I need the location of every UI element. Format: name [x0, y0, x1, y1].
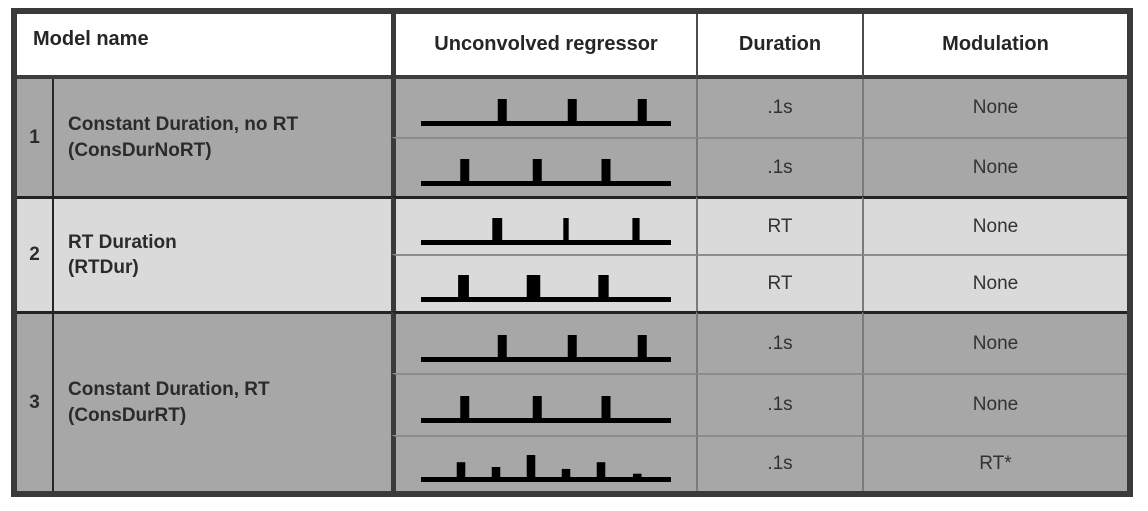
model-2-name-line1: RT Duration: [68, 231, 177, 253]
duration-value: .1s: [767, 453, 793, 474]
duration-value: .1s: [767, 394, 793, 415]
regressor-plot: [391, 196, 696, 254]
model-2-name: RT Duration (RTDur): [54, 196, 391, 311]
modulation-value: None: [972, 97, 1019, 118]
regressor-plot: [391, 254, 696, 311]
duration-cell: .1s: [696, 137, 862, 196]
model-2-number-label: 2: [29, 244, 40, 265]
duration-cell: .1s: [696, 373, 862, 435]
model-2-number: 2: [17, 196, 54, 311]
regressor-plot: [391, 311, 696, 373]
regressor-plot: [391, 435, 696, 491]
header-model-name: Model name: [17, 14, 391, 79]
modulation-value: RT*: [979, 453, 1012, 474]
model-2-name-text: RT Duration (RTDur): [68, 230, 177, 280]
header-duration-label: Duration: [738, 33, 822, 55]
model-1-number-label: 1: [29, 126, 40, 148]
regressor-plot: [391, 373, 696, 435]
modulation-value: None: [972, 394, 1019, 415]
model-1-name-line1: Constant Duration, no RT: [68, 114, 299, 136]
regressor-plot: [391, 137, 696, 196]
modulation-cell: None: [862, 373, 1127, 435]
model-3-name: Constant Duration, RT (ConsDurRT): [54, 311, 391, 491]
duration-cell: RT: [696, 254, 862, 311]
duration-cell: .1s: [696, 435, 862, 491]
model-3-name-line1: Constant Duration, RT: [68, 379, 270, 401]
modulation-value: None: [972, 332, 1019, 354]
header-modulation: Modulation: [862, 14, 1127, 79]
duration-cell: .1s: [696, 79, 862, 137]
model-specification-table: Model name Unconvolved regressor Duratio…: [11, 8, 1133, 497]
modulation-value: None: [972, 156, 1019, 178]
modulation-cell: None: [862, 311, 1127, 373]
header-model-name-label: Model name: [33, 28, 149, 50]
duration-value: .1s: [767, 97, 793, 118]
model-1-name-line2: (ConsDurNoRT): [68, 139, 212, 161]
header-unconvolved-regressor-label: Unconvolved regressor: [434, 33, 658, 55]
header-duration: Duration: [696, 14, 862, 79]
model-3-number: 3: [17, 311, 54, 491]
header-unconvolved-regressor: Unconvolved regressor: [391, 14, 696, 79]
model-1-name: Constant Duration, no RT (ConsDurNoRT): [54, 79, 391, 196]
modulation-value: None: [972, 215, 1019, 237]
model-2-name-line2: (RTDur): [68, 257, 139, 278]
regressor-plot: [391, 79, 696, 137]
model-1-number: 1: [17, 79, 54, 196]
duration-value: RT: [767, 272, 793, 294]
modulation-value: None: [972, 272, 1019, 294]
modulation-cell: None: [862, 254, 1127, 311]
duration-value: RT: [767, 215, 793, 237]
modulation-cell: None: [862, 196, 1127, 254]
model-3-name-text: Constant Duration, RT (ConsDurRT): [68, 377, 270, 427]
header-modulation-label: Modulation: [942, 33, 1049, 55]
duration-value: .1s: [767, 332, 793, 354]
model-3-number-label: 3: [29, 391, 40, 413]
duration-cell: RT: [696, 196, 862, 254]
duration-value: .1s: [767, 156, 793, 178]
modulation-cell: RT*: [862, 435, 1127, 491]
modulation-cell: None: [862, 137, 1127, 196]
modulation-cell: None: [862, 79, 1127, 137]
model-3-name-line2: (ConsDurRT): [68, 404, 187, 426]
duration-cell: .1s: [696, 311, 862, 373]
model-1-name-text: Constant Duration, no RT (ConsDurNoRT): [68, 112, 298, 162]
